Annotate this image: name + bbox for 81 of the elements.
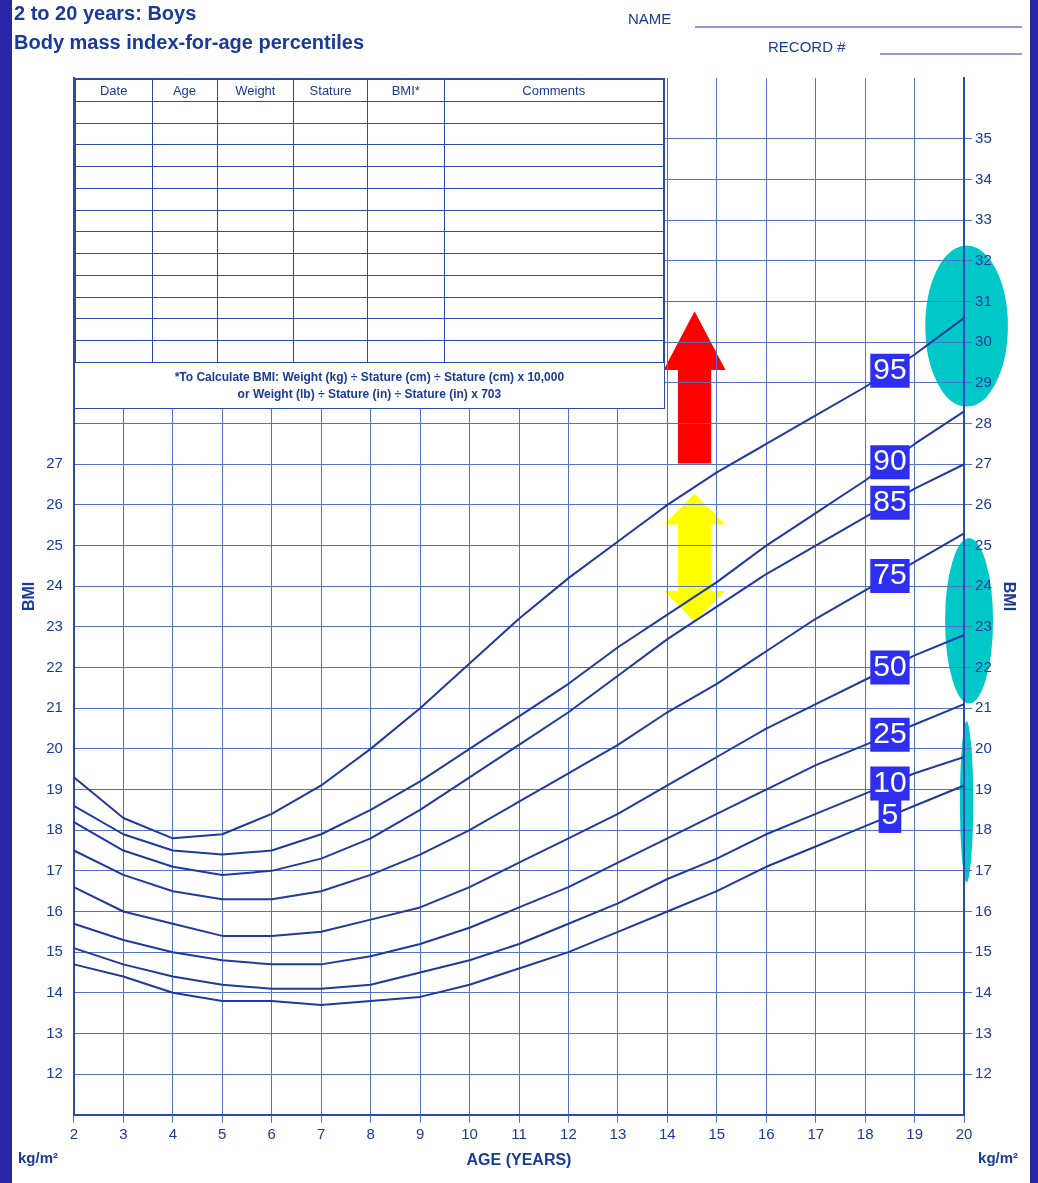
x-tick-label: 8 bbox=[366, 1124, 375, 1142]
y-tick-label: 22 bbox=[46, 657, 63, 675]
y2-tick-label: 13 bbox=[975, 1023, 992, 1041]
text: kg/m² bbox=[978, 1148, 1019, 1166]
text: RECORD # bbox=[768, 38, 846, 55]
y2-tick-label: 27 bbox=[975, 454, 992, 472]
x-tick-label: 3 bbox=[119, 1124, 128, 1142]
y-axis-title: BMI bbox=[20, 581, 38, 612]
x-tick-label: 7 bbox=[317, 1124, 326, 1142]
x-tick-label: 19 bbox=[906, 1124, 923, 1142]
text: NAME bbox=[628, 10, 672, 27]
y2-tick-label: 30 bbox=[975, 332, 992, 350]
y-tick-label: 16 bbox=[46, 901, 63, 919]
y-tick-label: 13 bbox=[46, 1023, 63, 1041]
y2-tick-label: 12 bbox=[975, 1064, 992, 1082]
annotation: BMI* bbox=[367, 79, 445, 102]
x-tick-label: 11 bbox=[511, 1124, 527, 1142]
y-tick-label: 19 bbox=[46, 779, 63, 797]
y2-tick-label: 35 bbox=[975, 129, 992, 147]
series-label: 85 bbox=[873, 484, 907, 518]
x-tick-label: 5 bbox=[218, 1124, 227, 1142]
y2-tick-label: 20 bbox=[975, 739, 992, 757]
y2-tick-label: 34 bbox=[975, 169, 992, 187]
y-tick-label: 15 bbox=[46, 942, 63, 960]
x-tick-label: 16 bbox=[757, 1124, 775, 1142]
annotation: Date bbox=[75, 79, 153, 102]
series-label: 90 bbox=[873, 443, 907, 477]
y-tick-label: 14 bbox=[46, 982, 63, 1000]
y2-axis-title: BMI bbox=[1000, 581, 1018, 612]
x-tick-label: 6 bbox=[267, 1124, 276, 1142]
annotation: *To Calculate BMI: Weight (kg) ÷ Stature (cm) ÷ Stature (cm) x 10,000 bbox=[173, 368, 566, 386]
y2-tick-label: 23 bbox=[975, 617, 992, 635]
y-tick-label: 24 bbox=[46, 576, 63, 594]
x-tick-label: 4 bbox=[168, 1124, 177, 1142]
y2-tick-label: 33 bbox=[975, 210, 992, 228]
x-tick-label: 17 bbox=[807, 1124, 825, 1142]
y2-tick-label: 29 bbox=[975, 373, 992, 391]
y2-tick-label: 19 bbox=[975, 779, 992, 797]
x-tick-label: 2 bbox=[69, 1124, 79, 1142]
y-tick-label: 25 bbox=[46, 535, 63, 553]
x-tick-label: 12 bbox=[560, 1124, 577, 1142]
x-tick-label: 10 bbox=[461, 1124, 478, 1142]
series-label: 10 bbox=[873, 764, 907, 798]
y2-tick-label: 28 bbox=[975, 413, 992, 431]
y2-tick-label: 31 bbox=[975, 291, 992, 309]
y-tick-label: 26 bbox=[46, 495, 63, 513]
y2-tick-label: 21 bbox=[975, 698, 992, 716]
y2-tick-label: 32 bbox=[975, 251, 992, 269]
annotation: Age bbox=[152, 79, 218, 102]
series-label: 95 bbox=[873, 351, 907, 385]
series-label: 75 bbox=[873, 557, 907, 591]
x-axis-title: AGE (YEARS) bbox=[466, 1150, 572, 1168]
x-tick-label: 14 bbox=[659, 1124, 676, 1142]
annotation: Comments bbox=[444, 79, 664, 102]
y2-tick-label: 14 bbox=[975, 982, 992, 1000]
chart-subtitle: Body mass index-for-age percentiles bbox=[14, 31, 365, 54]
x-tick-label: 9 bbox=[415, 1124, 425, 1142]
text: kg/m² bbox=[18, 1148, 59, 1166]
x-tick-label: 13 bbox=[609, 1124, 627, 1142]
x-tick-label: 20 bbox=[955, 1124, 973, 1142]
y2-tick-label: 16 bbox=[975, 901, 992, 919]
series-label: 50 bbox=[873, 648, 907, 682]
annotation: Weight bbox=[217, 79, 294, 102]
chart-title: 2 to 20 years: Boys bbox=[14, 2, 197, 25]
y-tick-label: 21 bbox=[46, 698, 63, 716]
series-label: 5 bbox=[881, 797, 899, 831]
y-tick-label: 20 bbox=[46, 739, 63, 757]
y-tick-label: 17 bbox=[46, 860, 63, 878]
y2-tick-label: 17 bbox=[975, 860, 992, 878]
y-tick-label: 12 bbox=[46, 1064, 63, 1082]
annotation: Stature bbox=[293, 79, 368, 102]
y2-tick-label: 18 bbox=[975, 820, 992, 838]
y2-tick-label: 15 bbox=[975, 942, 992, 960]
annotation: or Weight (lb) ÷ Stature (in) ÷ Stature (in) x 703 bbox=[236, 385, 503, 403]
series-label: 25 bbox=[873, 715, 907, 749]
y2-tick-label: 26 bbox=[975, 495, 992, 513]
y-tick-label: 23 bbox=[46, 617, 63, 635]
y-tick-label: 27 bbox=[46, 454, 63, 472]
y-tick-label: 18 bbox=[46, 820, 63, 838]
x-tick-label: 18 bbox=[856, 1124, 874, 1142]
x-tick-label: 15 bbox=[708, 1124, 726, 1142]
